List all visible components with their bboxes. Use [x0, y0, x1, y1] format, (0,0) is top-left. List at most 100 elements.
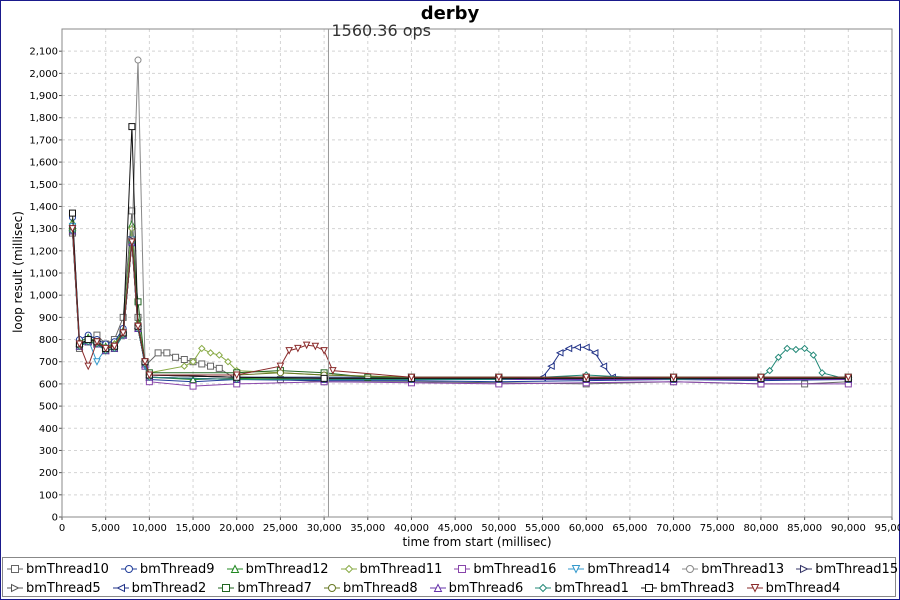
data-point [141, 358, 149, 366]
y-tick-label: 2,100 [29, 47, 58, 58]
y-tick-label: 500 [39, 402, 58, 413]
y-tick-label: 1,500 [29, 180, 58, 191]
data-point [189, 382, 197, 390]
series-line [72, 230, 849, 380]
data-point [285, 347, 293, 355]
x-tick-label: 75,000 [700, 523, 735, 534]
legend-item: bmThread10 [7, 562, 109, 577]
data-point [198, 344, 206, 353]
data-point [180, 356, 188, 364]
data-point [302, 341, 311, 350]
data-point [215, 364, 223, 372]
series-line [72, 60, 849, 379]
legend-row: bmThread10 bmThread9 bmThread12 bmThread11 b… [7, 559, 900, 579]
legend: bmThread10 bmThread9 bmThread12 bmThread11 b… [2, 557, 898, 597]
data-point [134, 298, 142, 306]
legend-label: bmThread12 [245, 561, 329, 577]
legend-label: bmThread16 [473, 561, 557, 577]
legend-label: bmThread6 [448, 580, 524, 596]
y-tick-label: 0 [52, 513, 58, 524]
data-point [294, 344, 302, 353]
series-line [72, 230, 849, 380]
legend-item: bmThread12 [226, 561, 329, 577]
data-point [320, 347, 328, 355]
legend-item: bmThread1 [535, 581, 629, 596]
series-line [72, 126, 849, 379]
legend-label: bmThread5 [26, 580, 101, 596]
legend-label: bmThread11 [359, 561, 443, 577]
legend-marker-icon [218, 584, 235, 592]
y-axis-label: loop result (millisec) [11, 211, 25, 333]
data-point [198, 360, 206, 368]
data-point [844, 373, 853, 382]
data-point [84, 336, 92, 344]
series-bmThread13 [68, 56, 852, 382]
data-point [163, 349, 171, 357]
data-point [134, 56, 142, 64]
x-tick-label: 15,000 [176, 523, 211, 534]
x-tick-label: 50,000 [481, 523, 516, 534]
y-tick-label: 1,700 [29, 135, 58, 146]
data-point [669, 373, 678, 382]
legend-marker-icon [535, 583, 552, 593]
legend-item: bmThread9 [120, 562, 215, 577]
legend-label: bmThread7 [237, 580, 312, 596]
x-tick-label: 20,000 [219, 523, 254, 534]
data-point [101, 344, 110, 353]
axes: 0 100 200 300 400 500 600 700 800 900 1,000 1,100 1,… [29, 28, 900, 534]
legend-item: bmThread6 [429, 580, 524, 596]
data-point [547, 362, 555, 370]
x-tick-label: 35,000 [350, 523, 385, 534]
y-tick-label: 1,100 [29, 269, 58, 280]
data-point [84, 362, 93, 371]
data-point [224, 358, 232, 366]
legend-marker-icon [7, 565, 23, 573]
x-axis-label: time from start (millisec) [402, 535, 551, 549]
data-point [128, 123, 136, 131]
legend-marker-icon [682, 565, 699, 573]
legend-marker-icon [568, 565, 585, 574]
series-bmThread10 [68, 207, 852, 388]
data-point [774, 353, 783, 361]
data-point [809, 351, 818, 359]
data-point [783, 344, 791, 353]
data-point [189, 375, 197, 383]
legend-marker-icon [112, 583, 129, 593]
y-tick-label: 200 [39, 468, 58, 479]
y-tick-label: 100 [39, 490, 58, 501]
data-point [818, 369, 826, 377]
y-tick-label: 1,000 [29, 291, 58, 302]
x-tick-label: 5,000 [91, 523, 120, 534]
legend-label: bmThread15 [815, 561, 899, 577]
x-tick-label: 40,000 [394, 523, 429, 534]
series-layer [68, 56, 853, 390]
legend-item: bmThread11 [340, 561, 443, 577]
series-line [72, 230, 849, 378]
plot-border [61, 28, 893, 518]
series-line [72, 228, 849, 387]
data-point [792, 345, 800, 354]
y-tick-label: 800 [39, 335, 58, 346]
legend-item: bmThread7 [218, 581, 312, 596]
data-point [276, 362, 285, 371]
y-tick-label: 1,400 [29, 202, 58, 213]
legend-item: bmThread16 [454, 562, 556, 577]
data-point [207, 362, 215, 370]
y-tick-label: 600 [39, 379, 58, 390]
data-point [765, 366, 774, 375]
data-point [599, 362, 608, 370]
legend-label: bmThread2 [131, 580, 207, 596]
legend-item: bmThread4 [746, 581, 840, 596]
x-tick-label: 60,000 [569, 523, 604, 534]
series-line [72, 221, 849, 381]
legend-label: bmThread14 [587, 561, 671, 577]
data-point [582, 343, 590, 352]
legend-marker-icon [120, 565, 137, 573]
data-point [276, 369, 284, 377]
data-point [590, 349, 599, 357]
data-point [800, 344, 809, 353]
data-point [215, 351, 223, 359]
data-point [329, 367, 337, 375]
x-tick-label: 90,000 [831, 523, 866, 534]
